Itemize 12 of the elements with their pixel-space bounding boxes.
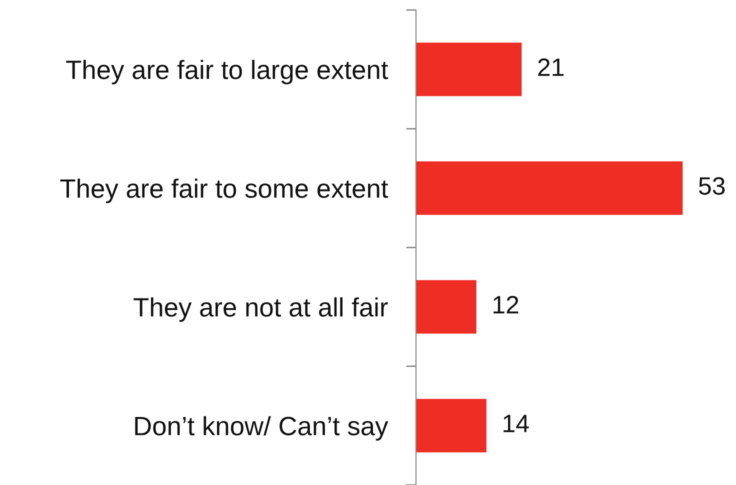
y-tick-label: They are not at all fair [134,297,388,322]
data-label: 12 [494,296,518,314]
bar [416,161,683,215]
bar [416,280,476,334]
bar [416,398,486,452]
bar [416,42,522,96]
data-label: 21 [538,58,564,76]
y-tick-label: Don’t know/ Can’t say [135,416,388,441]
y-tick-label: They are fair to large extent [66,60,388,84]
data-label: 14 [504,414,529,432]
y-tick-label: They are fair to some extent [60,178,388,204]
data-label: 53 [698,177,725,195]
